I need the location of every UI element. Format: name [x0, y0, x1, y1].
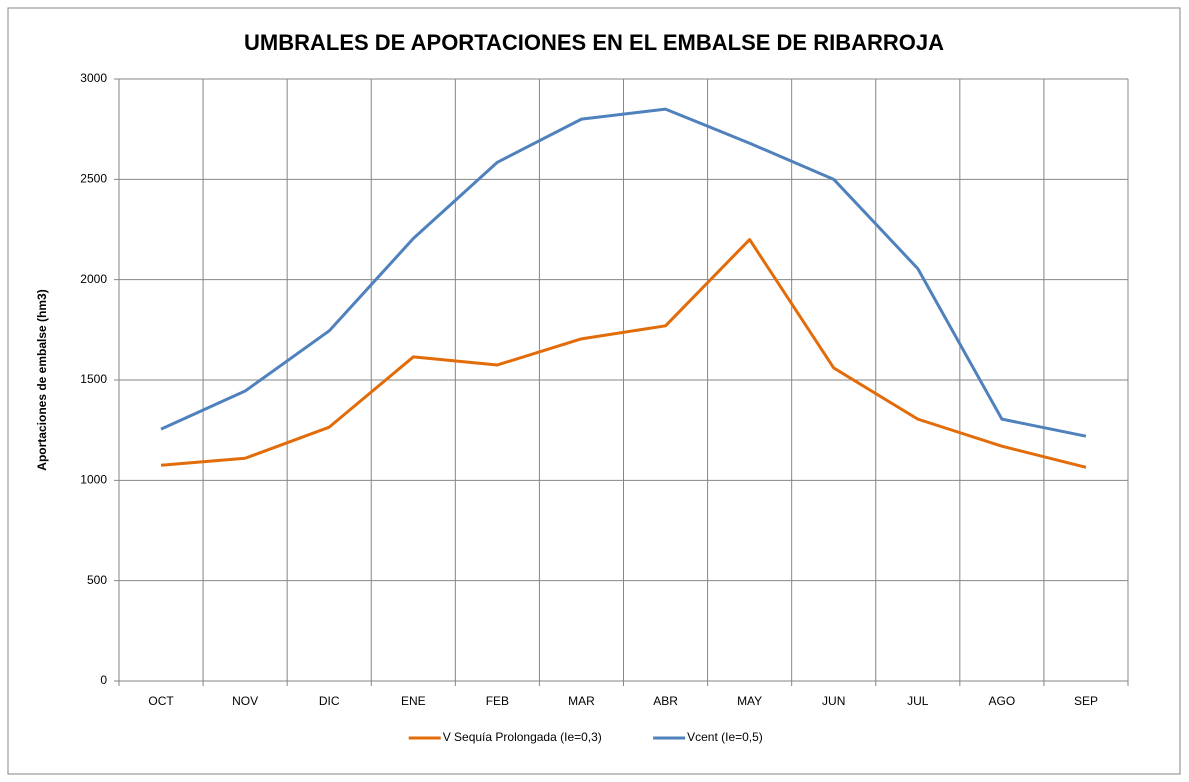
chart-title: UMBRALES DE APORTACIONES EN EL EMBALSE D… [244, 30, 944, 55]
x-tick-label: MAY [737, 694, 762, 708]
legend-label: V Sequía Prolongada (Ie=0,3) [443, 730, 602, 744]
x-tick-label: SEP [1074, 694, 1098, 708]
series-line [160, 238, 1087, 469]
y-tick-label: 2000 [80, 272, 107, 286]
x-tick-label: OCT [148, 694, 174, 708]
y-tick-label: 0 [100, 673, 107, 687]
y-tick-label: 1500 [80, 372, 107, 386]
y-tick-label: 500 [87, 573, 107, 587]
x-tick-label: MAR [568, 694, 595, 708]
x-tick-label: ABR [653, 694, 678, 708]
x-tick-label: JUL [907, 694, 929, 708]
series-line [160, 107, 1087, 438]
chart-border [7, 7, 1181, 775]
legend-label: Vcent (Ie=0,5) [687, 730, 763, 744]
x-tick-label: DIC [319, 694, 340, 708]
x-tick-label: NOV [232, 694, 258, 708]
y-axis-label: Aportaciones de embalse (hm3) [35, 289, 49, 470]
x-tick-label: JUN [822, 694, 845, 708]
x-tick-label: ENE [401, 694, 426, 708]
y-tick-label: 1000 [80, 473, 107, 487]
x-tick-label: FEB [486, 694, 509, 708]
y-tick-label: 2500 [80, 172, 107, 186]
y-tick-label: 3000 [80, 71, 107, 85]
x-tick-label: AGO [989, 694, 1016, 708]
